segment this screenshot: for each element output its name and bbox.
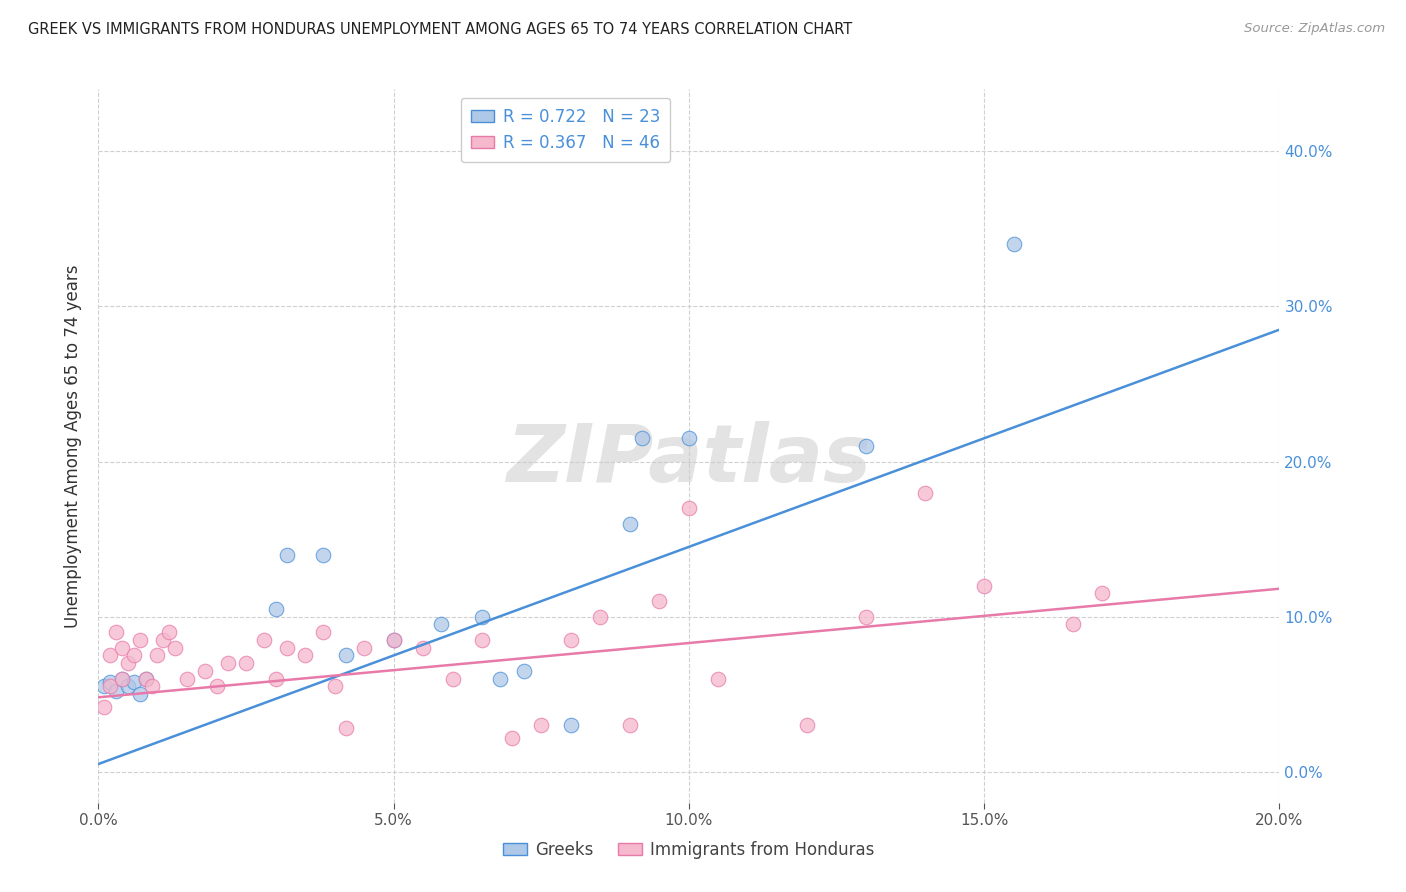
Point	[98, 648, 121, 663]
Point	[117, 680, 139, 694]
Point	[194, 664, 217, 678]
Point	[323, 680, 346, 694]
Point	[312, 548, 335, 562]
Point	[111, 672, 134, 686]
Point	[1002, 237, 1025, 252]
Point	[157, 625, 180, 640]
Point	[707, 672, 730, 686]
Point	[117, 656, 139, 670]
Point	[217, 656, 239, 670]
Point	[122, 648, 145, 663]
Point	[335, 722, 357, 736]
Point	[235, 656, 257, 670]
Point	[560, 632, 582, 647]
Point	[796, 718, 818, 732]
Point	[105, 625, 128, 640]
Point	[264, 672, 287, 686]
Text: GREEK VS IMMIGRANTS FROM HONDURAS UNEMPLOYMENT AMONG AGES 65 TO 74 YEARS CORRELA: GREEK VS IMMIGRANTS FROM HONDURAS UNEMPL…	[28, 22, 852, 37]
Point	[678, 501, 700, 516]
Point	[619, 718, 641, 732]
Point	[312, 625, 335, 640]
Point	[141, 680, 163, 694]
Point	[560, 718, 582, 732]
Point	[589, 609, 612, 624]
Point	[128, 687, 150, 701]
Point	[93, 699, 115, 714]
Point	[205, 680, 228, 694]
Point	[353, 640, 375, 655]
Point	[1062, 617, 1084, 632]
Point	[176, 672, 198, 686]
Point	[914, 485, 936, 500]
Point	[530, 718, 553, 732]
Y-axis label: Unemployment Among Ages 65 to 74 years: Unemployment Among Ages 65 to 74 years	[65, 264, 83, 628]
Point	[973, 579, 995, 593]
Point	[335, 648, 357, 663]
Point	[152, 632, 174, 647]
Point	[264, 602, 287, 616]
Point	[512, 664, 534, 678]
Point	[412, 640, 434, 655]
Point	[501, 731, 523, 745]
Point	[98, 680, 121, 694]
Point	[276, 548, 298, 562]
Point	[111, 672, 134, 686]
Point	[382, 632, 405, 647]
Point	[98, 674, 121, 689]
Point	[382, 632, 405, 647]
Point	[253, 632, 276, 647]
Point	[855, 609, 877, 624]
Point	[93, 680, 115, 694]
Point	[135, 672, 157, 686]
Point	[619, 516, 641, 531]
Point	[630, 431, 652, 445]
Point	[165, 640, 187, 655]
Point	[441, 672, 464, 686]
Point	[678, 431, 700, 445]
Text: ZIPatlas: ZIPatlas	[506, 421, 872, 500]
Point	[471, 609, 494, 624]
Point	[648, 594, 671, 608]
Text: Source: ZipAtlas.com: Source: ZipAtlas.com	[1244, 22, 1385, 36]
Point	[489, 672, 512, 686]
Point	[1091, 586, 1114, 600]
Point	[128, 632, 150, 647]
Point	[111, 640, 134, 655]
Point	[146, 648, 169, 663]
Legend: Greeks, Immigrants from Honduras: Greeks, Immigrants from Honduras	[496, 835, 882, 866]
Point	[471, 632, 494, 647]
Point	[135, 672, 157, 686]
Point	[122, 674, 145, 689]
Point	[105, 684, 128, 698]
Point	[430, 617, 453, 632]
Point	[276, 640, 298, 655]
Point	[855, 439, 877, 453]
Point	[294, 648, 316, 663]
